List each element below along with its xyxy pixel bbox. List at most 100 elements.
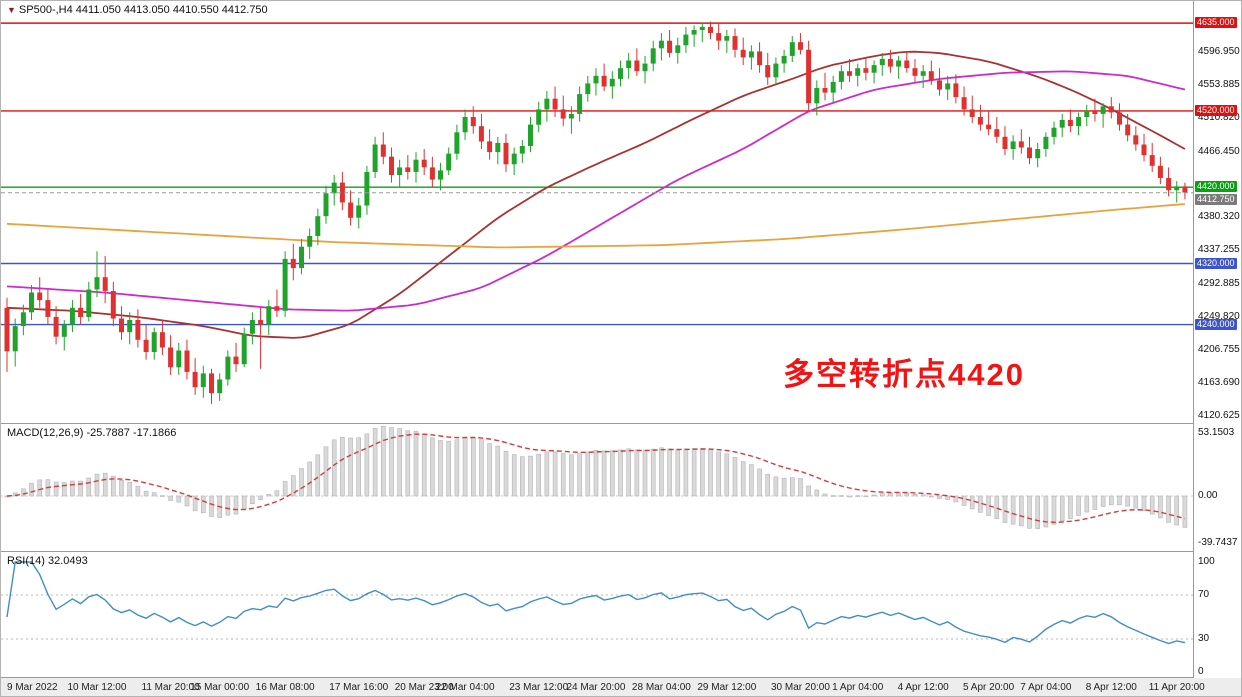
macd-label: MACD(12,26,9) -25.7887 -17.1866: [7, 427, 176, 439]
candle: [544, 91, 550, 122]
candle: [519, 139, 525, 163]
rsi-scale-label: 30: [1198, 633, 1210, 644]
candle: [1018, 129, 1024, 154]
candle: [920, 65, 926, 88]
price-scale-label: 4206.755: [1198, 343, 1240, 355]
candle: [887, 49, 893, 73]
candle: [1125, 113, 1131, 142]
candle: [503, 133, 509, 172]
candle: [511, 147, 517, 175]
candle: [258, 307, 264, 369]
candle: [609, 71, 615, 99]
candle: [421, 149, 427, 175]
candle: [1157, 156, 1163, 185]
price-scale-label: 4292.885: [1198, 278, 1240, 290]
price-scale-label: 4163.690: [1198, 376, 1240, 388]
candle: [176, 342, 182, 375]
main-chart-panel[interactable]: ▼ SP500-,H4 4411.050 4413.050 4410.550 44…: [1, 1, 1194, 424]
price-scale[interactable]: 4596.950 4553.885 4510.820 4466.450 4380.320…: [1194, 1, 1241, 678]
time-axis-label: 5 Apr 20:00: [963, 682, 1015, 693]
candle: [61, 320, 67, 351]
candle: [397, 159, 403, 188]
candle: [307, 228, 313, 259]
rsi-label: RSI(14) 32.0493: [7, 555, 88, 567]
price-scale-label: 4120.625: [1198, 409, 1240, 421]
candle: [1027, 136, 1032, 165]
candle: [405, 155, 411, 180]
candle: [438, 162, 443, 191]
candle: [45, 289, 51, 325]
rsi-value: 32.0493: [47, 555, 88, 567]
candle: [773, 57, 779, 85]
candle: [323, 185, 329, 224]
candle: [708, 21, 713, 40]
candle: [217, 373, 223, 401]
rsi-canvas[interactable]: [1, 552, 1193, 677]
candle: [1166, 167, 1172, 197]
candle: [642, 55, 648, 84]
candle: [1002, 126, 1008, 156]
chart-annotation-text: 多空转折点4420: [783, 357, 1025, 392]
candle: [683, 26, 689, 53]
candle: [650, 40, 656, 72]
candle: [814, 80, 820, 116]
candle: [478, 113, 484, 149]
candle: [1059, 113, 1065, 137]
candle: [37, 277, 43, 308]
rsi-panel[interactable]: RSI(14) 32.0493: [1, 552, 1194, 678]
candle: [233, 342, 239, 372]
candle: [601, 63, 607, 91]
candle: [658, 33, 664, 61]
ohlc-values: 4411.050 4413.050 4410.550 4412.750: [75, 4, 268, 16]
candle: [806, 40, 812, 111]
time-axis-label: 7 Apr 04:00: [1020, 682, 1072, 693]
time-axis-label: 4 Apr 12:00: [897, 682, 949, 693]
candle: [331, 175, 337, 206]
candle: [487, 129, 493, 160]
candle: [1141, 133, 1147, 162]
candle: [765, 52, 771, 85]
candle: [577, 86, 583, 122]
candle: [757, 42, 763, 73]
candle: [200, 365, 206, 398]
candle: [798, 33, 803, 55]
candle: [192, 358, 198, 395]
macd-canvas[interactable]: [1, 424, 1193, 551]
time-axis-label: 20 Mar 23:00: [394, 682, 454, 693]
candle: [1010, 135, 1016, 160]
macd-panel[interactable]: MACD(12,26,9) -25.7887 -17.1866: [1, 424, 1194, 552]
candle: [675, 37, 681, 64]
chart-symbol-header: ▼ SP500-,H4 4411.050 4413.050 4410.550 44…: [7, 4, 268, 16]
candle: [20, 304, 26, 336]
level-price-tag: 4635.000: [1195, 17, 1237, 29]
candle: [560, 95, 566, 127]
candle: [470, 106, 476, 134]
candle: [249, 312, 255, 345]
candle: [716, 23, 722, 50]
main-chart-canvas[interactable]: [1, 1, 1193, 423]
candle: [961, 86, 967, 116]
candle: [184, 339, 190, 380]
candle: [78, 294, 84, 325]
candle: [110, 281, 116, 327]
candle: [364, 165, 370, 215]
candle: [904, 51, 910, 73]
candle: [822, 72, 828, 101]
chart-dropdown-icon[interactable]: ▼: [7, 5, 16, 15]
candle: [290, 243, 296, 281]
current-price-tag: 4412.750: [1195, 194, 1237, 206]
macd-histogram: [4, 425, 1188, 529]
macd-name: MACD(12,26,9): [7, 427, 84, 439]
price-scale-label: 4466.450: [1198, 145, 1240, 157]
candle: [528, 117, 533, 153]
candle: [1100, 103, 1106, 128]
level-price-tag: 4420.000: [1195, 181, 1237, 193]
time-axis-label: 10 Mar 12:00: [67, 682, 127, 693]
time-axis-label: 23 Mar 12:00: [509, 682, 569, 693]
candle: [896, 55, 902, 79]
time-axis[interactable]: 9 Mar 2022 10 Mar 12:00 11 Mar 20:00 15 Mar…: [1, 678, 1241, 696]
candle: [12, 318, 18, 367]
candle: [209, 368, 214, 404]
candle: [168, 335, 174, 375]
candles-layer[interactable]: [4, 21, 1188, 404]
